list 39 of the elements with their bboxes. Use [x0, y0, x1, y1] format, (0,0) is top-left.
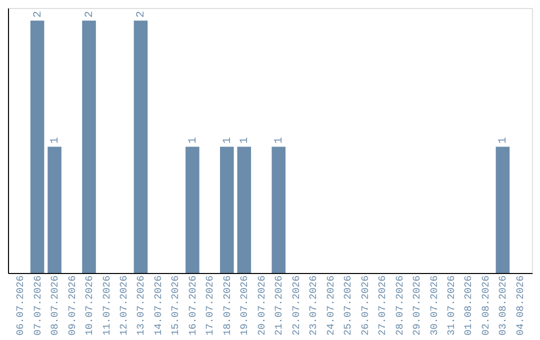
data-label: 1	[50, 136, 62, 144]
x-tick-label: 16.07.2026	[188, 276, 200, 336]
x-tick-label: 28.07.2026	[395, 276, 406, 336]
x-tick-label: 10.07.2026	[85, 276, 96, 336]
x-tick-label: 14.07.2026	[154, 276, 165, 336]
x-tick-label: 04.08.2026	[516, 276, 527, 336]
x-tick-label: 20.07.2026	[257, 276, 268, 336]
x-tick-label: 30.07.2026	[430, 276, 441, 336]
x-tick-label: 19.07.2026	[240, 276, 252, 336]
data-label: 2	[136, 11, 148, 18]
data-label: 1	[187, 136, 200, 144]
x-tick-label: 22.07.2026	[292, 276, 303, 336]
x-tick-label: 17.07.2026	[206, 276, 217, 336]
x-tick-label: 25.07.2026	[344, 276, 355, 336]
data-label: 1	[498, 136, 510, 144]
x-tick-label: 26.07.2026	[360, 276, 372, 336]
x-tick-label: 18.07.2026	[222, 276, 234, 336]
x-tick-label: 07.07.2026	[33, 276, 44, 336]
data-label: 1	[239, 136, 252, 144]
x-tick-label: 01.08.2026	[464, 276, 476, 336]
x-tick-label: 23.07.2026	[309, 276, 320, 336]
x-tick-label: 02.08.2026	[481, 276, 492, 336]
data-label: 1	[274, 136, 286, 144]
x-tick-label: 15.07.2026	[171, 276, 182, 336]
x-tick-label: 21.07.2026	[274, 276, 286, 336]
x-tick-label: 09.07.2026	[68, 276, 79, 336]
x-tick-label: 13.07.2026	[136, 276, 148, 336]
x-tick-label: 03.08.2026	[498, 276, 510, 336]
data-label: 2	[32, 11, 44, 18]
x-tick-label: 06.07.2026	[16, 276, 28, 336]
x-tick-label: 08.07.2026	[50, 276, 62, 336]
x-tick-label: 29.07.2026	[412, 276, 424, 336]
x-tick-label: 12.07.2026	[119, 276, 130, 336]
x-tick-label: 11.07.2026	[102, 276, 114, 336]
x-tick-label: 27.07.2026	[378, 276, 390, 336]
x-tick-label: 24.07.2026	[326, 276, 338, 336]
data-label: 2	[84, 11, 96, 18]
data-label: 1	[222, 136, 234, 144]
x-tick-label: 31.07.2026	[446, 276, 458, 336]
